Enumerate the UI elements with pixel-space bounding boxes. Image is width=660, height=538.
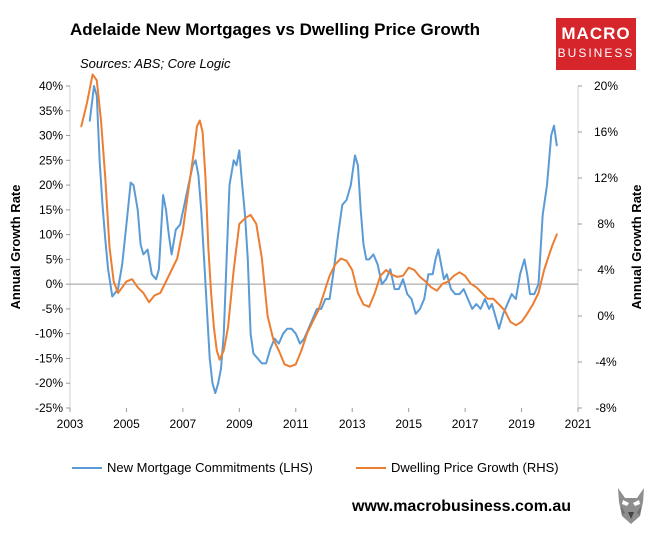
x-tick-label: 2011 xyxy=(283,417,309,431)
y-right-tick-label: 20% xyxy=(594,79,618,93)
y-left-tick-label: 0% xyxy=(46,277,64,291)
y-right-tick-label: 12% xyxy=(594,171,618,185)
y-left-tick-label: -25% xyxy=(35,401,63,415)
y-left-tick-label: -15% xyxy=(35,351,63,365)
legend: New Mortgage Commitments (LHS) Dwelling … xyxy=(72,460,559,475)
legend-label-dwelling: Dwelling Price Growth (RHS) xyxy=(391,460,559,475)
x-axis-ticks: 2003 2005 2007 2009 2011 2013 2015 2017 2019 2021 xyxy=(57,408,592,431)
y-right-tick-label: 8% xyxy=(597,217,615,231)
x-tick-label: 2013 xyxy=(339,417,366,431)
y-left-tick-label: 5% xyxy=(46,252,64,266)
y-axis-left-title: Annual Growth Rate xyxy=(8,185,23,310)
y-right-tick-label: 16% xyxy=(594,125,618,139)
chart-title: Adelaide New Mortgages vs Dwelling Price… xyxy=(70,20,480,39)
logo-line-business: BUSINESS xyxy=(557,46,635,60)
y-right-tick-label: -4% xyxy=(595,355,617,369)
logo-line-macro: MACRO xyxy=(561,24,631,43)
y-left-tick-label: 40% xyxy=(39,79,63,93)
y-right-tick-label: 4% xyxy=(597,263,615,277)
x-tick-label: 2009 xyxy=(226,417,253,431)
footer-url: www.macrobusiness.com.au xyxy=(352,498,572,515)
x-tick-label: 2021 xyxy=(565,417,592,431)
x-tick-label: 2007 xyxy=(170,417,197,431)
series-layer xyxy=(80,73,558,395)
plot-frame xyxy=(69,86,579,408)
macrobusiness-logo: MACRO BUSINESS xyxy=(556,18,636,70)
series-line-dwelling-price-growth xyxy=(80,73,558,368)
y-axis-right-title: Annual Growth Rate xyxy=(629,185,644,310)
y-axis-left-ticks: 40% 35% 30% 25% 20% 15% 10% 5% 0% -5% -10% -15% -20%… xyxy=(35,79,70,415)
y-left-tick-label: 20% xyxy=(39,178,63,192)
x-tick-label: 2015 xyxy=(395,417,422,431)
legend-label-mortgages: New Mortgage Commitments (LHS) xyxy=(107,460,313,475)
line-chart: 40% 35% 30% 25% 20% 15% 10% 5% 0% -5% -10% -15% -20%… xyxy=(8,73,644,475)
y-left-tick-label: 25% xyxy=(39,153,63,167)
y-left-tick-label: 35% xyxy=(39,104,63,118)
x-tick-label: 2019 xyxy=(508,417,535,431)
y-right-tick-label: 0% xyxy=(597,309,615,323)
y-left-tick-label: 30% xyxy=(39,129,63,143)
y-left-tick-label: -10% xyxy=(35,327,63,341)
y-right-tick-label: -8% xyxy=(595,401,617,415)
wolf-mascot-icon xyxy=(618,488,644,524)
x-tick-label: 2017 xyxy=(452,417,479,431)
y-left-tick-label: -20% xyxy=(35,376,63,390)
y-left-tick-label: 15% xyxy=(39,203,63,217)
series-line-new-mortgage-commitments xyxy=(88,85,558,395)
y-left-tick-label: -5% xyxy=(42,302,64,316)
y-left-tick-label: 10% xyxy=(39,228,63,242)
x-tick-label: 2005 xyxy=(113,417,140,431)
y-axis-right-ticks: 20% 16% 12% 8% 4% 0% -4% -8% xyxy=(578,79,618,415)
chart-subtitle: Sources: ABS; Core Logic xyxy=(80,56,231,71)
x-tick-label: 2003 xyxy=(57,417,84,431)
